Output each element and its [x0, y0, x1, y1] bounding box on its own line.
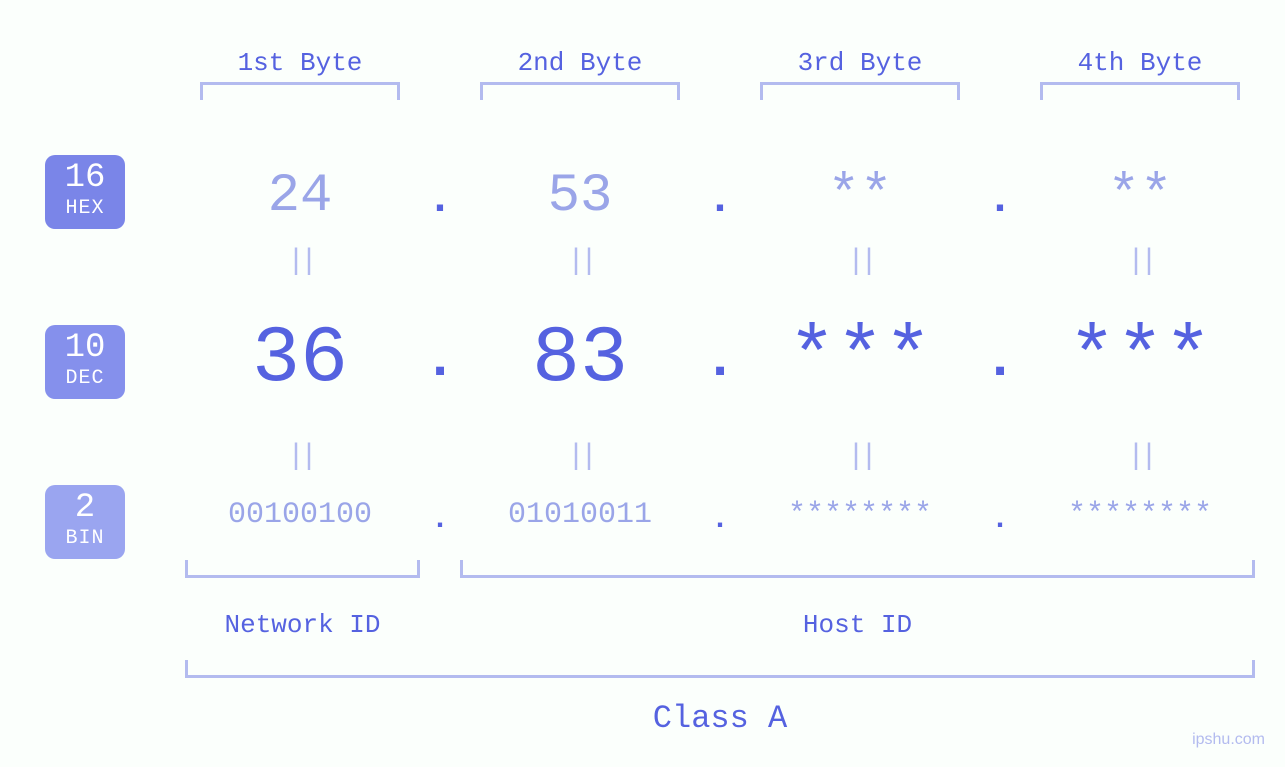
dec-dot-1: . — [420, 332, 460, 388]
base-badge-hex: 16 HEX — [45, 155, 125, 229]
base-badge-bin: 2 BIN — [45, 485, 125, 559]
bin-dot-3: . — [980, 505, 1020, 535]
top-bracket-4 — [1040, 82, 1240, 100]
bin-byte-3: ******** — [725, 500, 995, 530]
dec-byte-2: 83 — [445, 320, 715, 400]
hex-byte-1: 24 — [165, 170, 435, 224]
dec-dot-2: . — [700, 332, 740, 388]
base-badge-dec: 10 DEC — [45, 325, 125, 399]
host-id-label: Host ID — [460, 610, 1255, 640]
watermark: ipshu.com — [1192, 731, 1265, 749]
equals-hex-dec-4: || — [1110, 245, 1170, 279]
hex-dot-3: . — [980, 178, 1020, 222]
base-badge-hex-num: 16 — [45, 161, 125, 195]
equals-dec-bin-1: || — [270, 440, 330, 474]
hex-byte-4: ** — [1005, 170, 1275, 224]
host-id-bracket — [460, 560, 1255, 578]
network-id-label: Network ID — [185, 610, 420, 640]
base-badge-dec-num: 10 — [45, 331, 125, 365]
hex-dot-2: . — [700, 178, 740, 222]
bin-dot-1: . — [420, 505, 460, 535]
network-id-bracket — [185, 560, 420, 578]
bin-byte-1: 00100100 — [165, 500, 435, 530]
byte-label-1: 1st Byte — [185, 48, 415, 78]
base-badge-bin-label: BIN — [45, 529, 125, 549]
base-badge-hex-label: HEX — [45, 199, 125, 219]
top-bracket-3 — [760, 82, 960, 100]
class-bracket — [185, 660, 1255, 678]
bin-byte-4: ******** — [1005, 500, 1275, 530]
dec-byte-3: *** — [725, 320, 995, 400]
equals-dec-bin-3: || — [830, 440, 890, 474]
bin-byte-2: 01010011 — [445, 500, 715, 530]
top-bracket-2 — [480, 82, 680, 100]
equals-dec-bin-4: || — [1110, 440, 1170, 474]
base-badge-bin-num: 2 — [45, 491, 125, 525]
base-badge-dec-label: DEC — [45, 369, 125, 389]
dec-byte-1: 36 — [165, 320, 435, 400]
hex-byte-3: ** — [725, 170, 995, 224]
byte-label-3: 3rd Byte — [745, 48, 975, 78]
top-bracket-1 — [200, 82, 400, 100]
equals-dec-bin-2: || — [550, 440, 610, 474]
equals-hex-dec-2: || — [550, 245, 610, 279]
hex-dot-1: . — [420, 178, 460, 222]
hex-byte-2: 53 — [445, 170, 715, 224]
byte-label-4: 4th Byte — [1025, 48, 1255, 78]
class-label: Class A — [185, 700, 1255, 737]
equals-hex-dec-1: || — [270, 245, 330, 279]
dec-byte-4: *** — [1005, 320, 1275, 400]
dec-dot-3: . — [980, 332, 1020, 388]
equals-hex-dec-3: || — [830, 245, 890, 279]
byte-label-2: 2nd Byte — [465, 48, 695, 78]
bin-dot-2: . — [700, 505, 740, 535]
